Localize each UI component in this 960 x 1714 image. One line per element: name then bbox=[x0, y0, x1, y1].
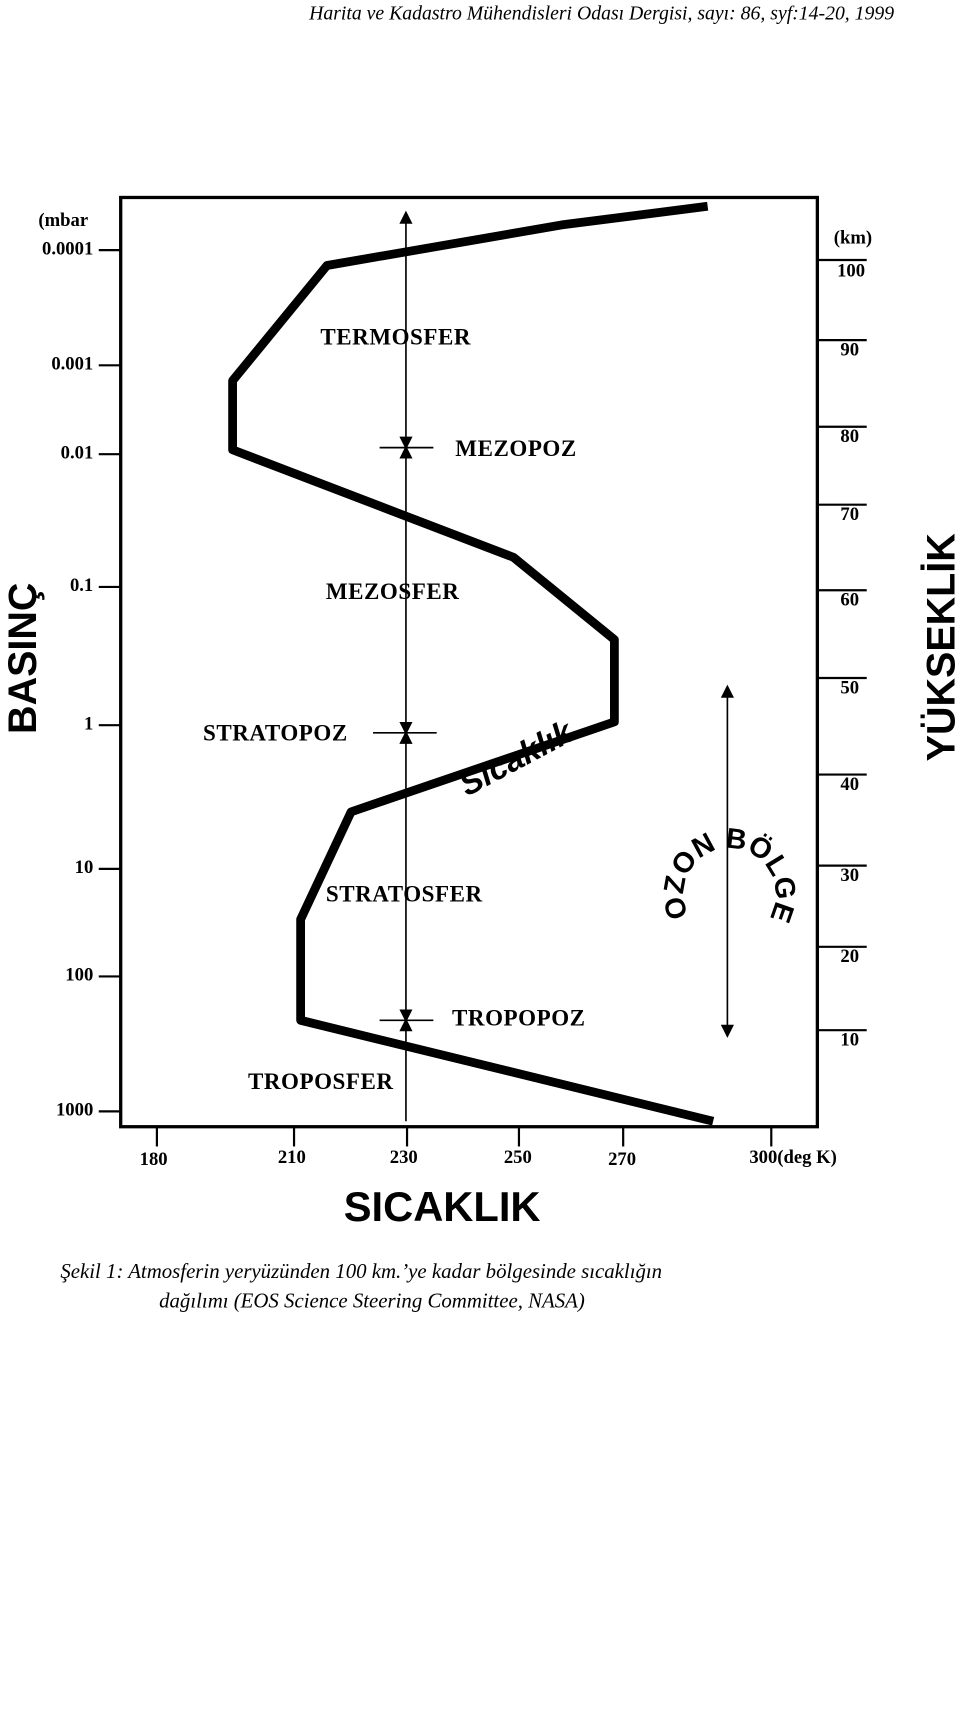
journal-header: Harita ve Kadastro Mühendisleri Odası De… bbox=[308, 3, 894, 25]
layer-label: STRATOSFER bbox=[326, 881, 483, 907]
pressure-axis-title: BASINÇ bbox=[1, 583, 45, 734]
pressure-tick: 100 bbox=[65, 965, 93, 986]
pressure-tick: 0.01 bbox=[61, 442, 94, 463]
altitude-tick: 50 bbox=[840, 677, 859, 698]
layer-label: MEZOPOZ bbox=[455, 435, 576, 461]
altitude-tick: 20 bbox=[840, 946, 859, 967]
altitude-tick: 30 bbox=[840, 865, 859, 886]
temperature-tick: 300(deg K) bbox=[749, 1147, 837, 1168]
temperature-tick: 210 bbox=[278, 1147, 306, 1168]
altitude-axis-title: YÜKSEKLİK bbox=[919, 533, 960, 762]
temperature-tick: 270 bbox=[608, 1149, 636, 1170]
layer-label: TERMOSFER bbox=[320, 323, 471, 349]
layer-label: STRATOPOZ bbox=[203, 719, 348, 745]
altitude-tick-marks bbox=[817, 258, 867, 1032]
plot-frame bbox=[119, 195, 820, 1129]
altitude-tick: 80 bbox=[840, 426, 859, 447]
altitude-tick: 60 bbox=[840, 589, 859, 610]
caption-line: dağılımı (EOS Science Steering Committee… bbox=[159, 1289, 585, 1313]
layer-label: TROPOSFER bbox=[248, 1068, 394, 1094]
temperature-tick: 230 bbox=[390, 1147, 418, 1168]
pressure-tick: 0.001 bbox=[51, 354, 93, 375]
altitude-tick: 10 bbox=[840, 1029, 859, 1050]
pressure-tick: 1 bbox=[84, 713, 93, 734]
altitude-tick: 100 bbox=[837, 260, 865, 281]
curve-label: Sıcaklık bbox=[453, 712, 580, 803]
altitude-unit: (km) bbox=[834, 227, 872, 248]
temperature-axis-title: SICAKLIK bbox=[344, 1183, 541, 1230]
layer-label: MEZOSFER bbox=[326, 578, 460, 604]
layer-label: TROPOPOZ bbox=[452, 1005, 586, 1031]
pressure-tick: 10 bbox=[75, 857, 94, 878]
altitude-tick: 40 bbox=[840, 774, 859, 795]
temperature-tick: 250 bbox=[504, 1147, 532, 1168]
altitude-tick: 90 bbox=[840, 339, 859, 360]
pressure-tick-marks bbox=[98, 249, 121, 1113]
temperature-profile bbox=[228, 201, 715, 1126]
altitude-tick: 70 bbox=[840, 504, 859, 525]
pressure-tick: 0.0001 bbox=[42, 238, 93, 259]
pressure-tick: 0.1 bbox=[70, 575, 93, 596]
caption-line: Şekil 1: Atmosferin yeryüzünden 100 km.’… bbox=[60, 1259, 662, 1283]
pressure-unit: (mbar bbox=[38, 210, 88, 231]
layer-arrows bbox=[373, 210, 734, 1122]
pressure-tick: 1000 bbox=[56, 1100, 93, 1121]
temperature-tick: 180 bbox=[140, 1149, 168, 1170]
temperature-tick-marks bbox=[155, 1126, 773, 1147]
